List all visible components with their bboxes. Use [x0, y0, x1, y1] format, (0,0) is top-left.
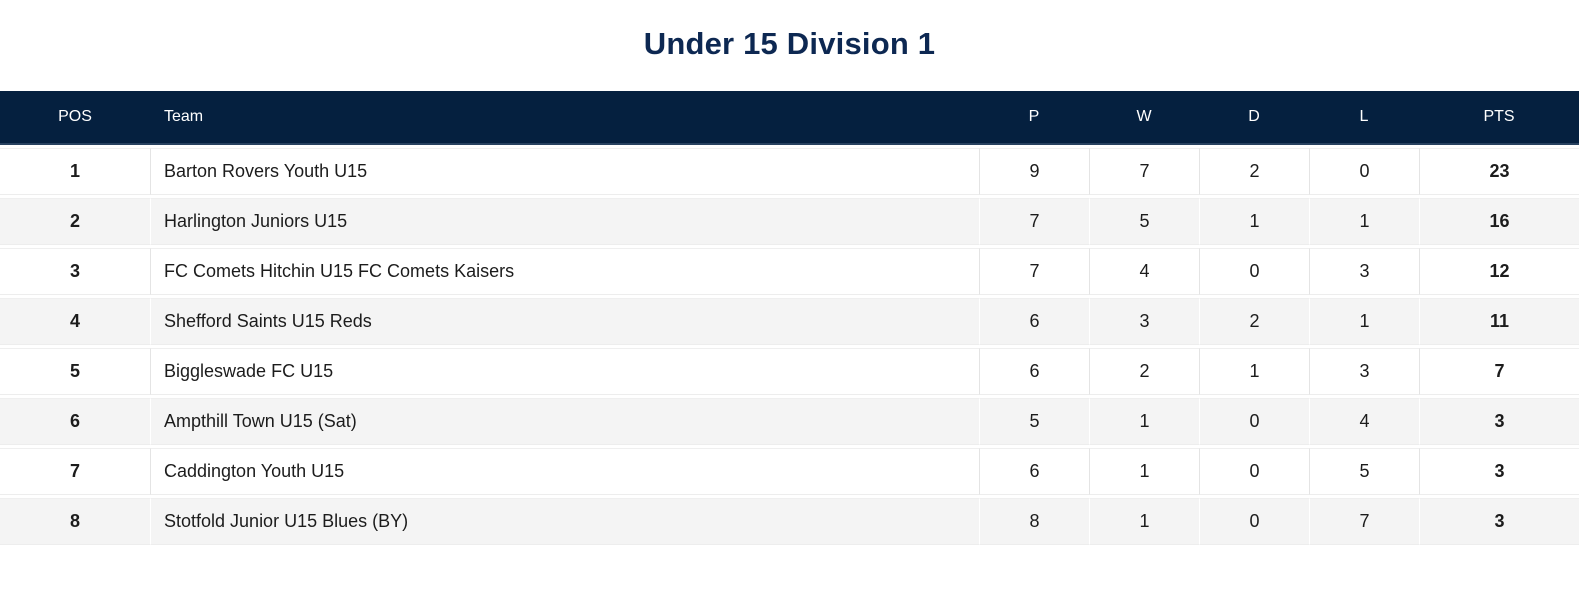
table-row: 5 Biggleswade FC U15 6 2 1 3 7 [0, 348, 1579, 395]
cell-won: 1 [1089, 498, 1199, 545]
cell-lost: 7 [1309, 498, 1419, 545]
cell-points: 12 [1419, 248, 1579, 295]
cell-won: 3 [1089, 298, 1199, 345]
cell-won: 1 [1089, 398, 1199, 445]
cell-team: FC Comets Hitchin U15 FC Comets Kaisers [150, 248, 979, 295]
cell-won: 2 [1089, 348, 1199, 395]
cell-won: 5 [1089, 198, 1199, 245]
cell-played: 5 [979, 398, 1089, 445]
cell-lost: 0 [1309, 148, 1419, 195]
page-title: Under 15 Division 1 [643, 26, 936, 61]
column-header-played: P [979, 91, 1089, 145]
cell-pos: 3 [0, 248, 150, 295]
cell-team: Ampthill Town U15 (Sat) [150, 398, 979, 445]
cell-drawn: 2 [1199, 298, 1309, 345]
cell-points: 23 [1419, 148, 1579, 195]
cell-team: Stotfold Junior U15 Blues (BY) [150, 498, 979, 545]
column-header-points: PTS [1419, 91, 1579, 145]
cell-points: 3 [1419, 398, 1579, 445]
cell-lost: 1 [1309, 298, 1419, 345]
cell-pos: 7 [0, 448, 150, 495]
cell-lost: 4 [1309, 398, 1419, 445]
cell-lost: 3 [1309, 348, 1419, 395]
table-row: 4 Shefford Saints U15 Reds 6 3 2 1 11 [0, 298, 1579, 345]
cell-won: 7 [1089, 148, 1199, 195]
cell-drawn: 0 [1199, 248, 1309, 295]
column-header-team: Team [150, 91, 979, 145]
cell-won: 1 [1089, 448, 1199, 495]
table-row: 7 Caddington Youth U15 6 1 0 5 3 [0, 448, 1579, 495]
table-body: 1 Barton Rovers Youth U15 9 7 2 0 23 2 H… [0, 148, 1579, 545]
cell-drawn: 0 [1199, 398, 1309, 445]
cell-team: Biggleswade FC U15 [150, 348, 979, 395]
cell-lost: 5 [1309, 448, 1419, 495]
cell-drawn: 0 [1199, 448, 1309, 495]
column-header-drawn: D [1199, 91, 1309, 145]
cell-played: 6 [979, 298, 1089, 345]
cell-drawn: 1 [1199, 198, 1309, 245]
cell-pos: 8 [0, 498, 150, 545]
table-row: 2 Harlington Juniors U15 7 5 1 1 16 [0, 198, 1579, 245]
cell-lost: 1 [1309, 198, 1419, 245]
cell-team: Caddington Youth U15 [150, 448, 979, 495]
cell-won: 4 [1089, 248, 1199, 295]
cell-played: 8 [979, 498, 1089, 545]
cell-points: 16 [1419, 198, 1579, 245]
cell-lost: 3 [1309, 248, 1419, 295]
cell-points: 11 [1419, 298, 1579, 345]
table-row: 3 FC Comets Hitchin U15 FC Comets Kaiser… [0, 248, 1579, 295]
cell-drawn: 2 [1199, 148, 1309, 195]
column-header-pos: POS [0, 91, 150, 145]
cell-pos: 5 [0, 348, 150, 395]
header-row: POS Team P W D L PTS [0, 91, 1579, 145]
cell-pos: 1 [0, 148, 150, 195]
standings-table: POS Team P W D L PTS 1 Barton Rovers You… [0, 88, 1579, 548]
column-header-won: W [1089, 91, 1199, 145]
cell-pos: 4 [0, 298, 150, 345]
table-header: POS Team P W D L PTS [0, 91, 1579, 145]
cell-points: 3 [1419, 498, 1579, 545]
cell-points: 3 [1419, 448, 1579, 495]
cell-drawn: 0 [1199, 498, 1309, 545]
table-row: 6 Ampthill Town U15 (Sat) 5 1 0 4 3 [0, 398, 1579, 445]
table-row: 1 Barton Rovers Youth U15 9 7 2 0 23 [0, 148, 1579, 195]
cell-played: 6 [979, 348, 1089, 395]
cell-played: 7 [979, 198, 1089, 245]
cell-drawn: 1 [1199, 348, 1309, 395]
title-bar: Under 15 Division 1 [0, 0, 1579, 88]
cell-team: Shefford Saints U15 Reds [150, 298, 979, 345]
cell-team: Barton Rovers Youth U15 [150, 148, 979, 195]
cell-played: 9 [979, 148, 1089, 195]
column-header-lost: L [1309, 91, 1419, 145]
cell-played: 6 [979, 448, 1089, 495]
cell-points: 7 [1419, 348, 1579, 395]
cell-team: Harlington Juniors U15 [150, 198, 979, 245]
cell-played: 7 [979, 248, 1089, 295]
cell-pos: 2 [0, 198, 150, 245]
table-row: 8 Stotfold Junior U15 Blues (BY) 8 1 0 7… [0, 498, 1579, 545]
cell-pos: 6 [0, 398, 150, 445]
